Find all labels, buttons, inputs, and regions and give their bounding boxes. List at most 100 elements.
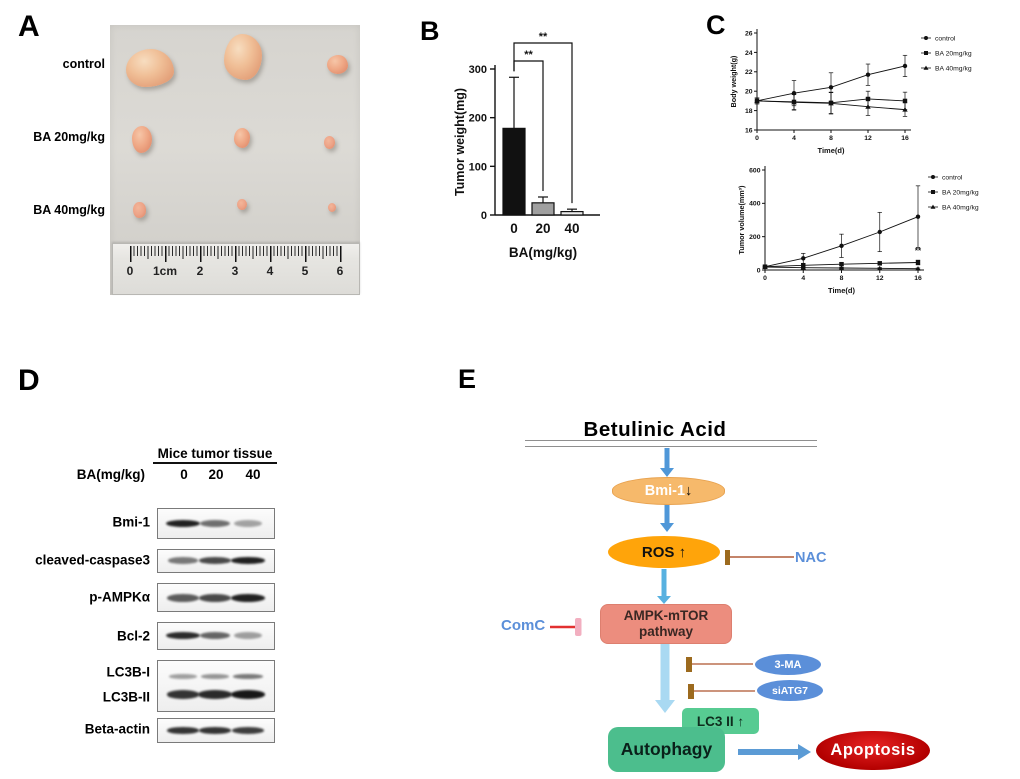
- data-point: [762, 264, 768, 269]
- blot-band: [231, 727, 265, 734]
- data-point: [931, 190, 935, 194]
- node-bmi1: Bmi-1 ↓: [612, 477, 725, 505]
- bar-20: [531, 202, 555, 216]
- bar-0: [502, 127, 526, 216]
- dose-value: 40: [245, 467, 261, 482]
- ruler-number: 6: [336, 264, 344, 278]
- data-point: [931, 175, 935, 179]
- data-point: [915, 266, 921, 271]
- blot-band: [198, 727, 232, 734]
- blot-band: [199, 557, 231, 564]
- tumor-image: [132, 126, 152, 153]
- chart-text: 16: [901, 135, 909, 142]
- panel-b-label: B: [420, 16, 440, 46]
- chart-text: 4: [792, 135, 796, 142]
- ruler-cm-ticks: [130, 246, 343, 262]
- tumor-image: [327, 55, 348, 74]
- chart-text: 16: [914, 275, 922, 282]
- blot-band: [198, 690, 232, 699]
- data-point: [902, 107, 908, 112]
- blot-band: [200, 674, 230, 679]
- data-point: [839, 243, 844, 249]
- data-point: [838, 265, 845, 270]
- node-comc: ComC: [501, 617, 546, 634]
- chart-text: 0: [757, 267, 761, 274]
- ruler-number: 0: [126, 264, 134, 278]
- blot-band: [231, 594, 265, 602]
- data-point: [877, 229, 882, 235]
- comc-inhibition-bar: [575, 618, 582, 636]
- chart-text: 4: [801, 275, 805, 282]
- chart-text: 300: [469, 64, 487, 76]
- blot-row-label: cleaved-caspase3: [35, 552, 150, 568]
- tumor-volume-line-chart: 0 200 400 600 0 4 8 12 16 Tumor volume(mm³) Time(d…: [737, 166, 979, 295]
- chart-text: 26: [745, 30, 753, 37]
- chart-text: 200: [749, 234, 761, 241]
- blot-row-label: LC3B-I: [106, 664, 151, 680]
- chart-text: 200: [469, 113, 487, 125]
- pathway-arrows: [550, 448, 811, 760]
- blot-box-LC3B-I: [157, 660, 275, 712]
- blot-band: [199, 594, 231, 602]
- chart-text: **: [539, 31, 548, 43]
- group-label-ba40: BA 40mg/kg: [33, 203, 105, 217]
- chart-text: 8: [829, 135, 833, 142]
- data-point: [877, 261, 882, 266]
- blot-band: [231, 690, 265, 699]
- 3ma-inhibition-bar: [686, 657, 692, 672]
- ruler-number: 4: [266, 264, 274, 278]
- chart-text: 0: [755, 135, 759, 142]
- panel-e-label: E: [458, 364, 477, 394]
- chart-text: 100: [469, 161, 487, 173]
- pathway-title: Betulinic Acid: [583, 418, 727, 441]
- ruler: 0 1cm 2 3 4 5 6: [112, 243, 360, 295]
- tumor-image: [237, 199, 247, 210]
- data-point: [800, 265, 806, 270]
- data-point: [915, 214, 921, 219]
- data-point: [865, 72, 871, 77]
- data-point: [902, 98, 908, 104]
- blot-band: [166, 520, 200, 527]
- chart-text: control: [935, 35, 956, 42]
- chart-text: 400: [749, 201, 761, 208]
- group-label-ba20: BA 20mg/kg: [33, 130, 105, 144]
- chart-text: 0: [481, 210, 487, 222]
- data-point: [877, 265, 883, 271]
- blot-row-label: Bcl-2: [116, 628, 150, 644]
- chart-text: BA 40mg/kg: [935, 65, 972, 72]
- blot-row-label: p-AMPKα: [89, 589, 150, 605]
- panel-c-label: C: [706, 10, 726, 40]
- node-bmi1-down-arrow: ↓: [685, 483, 693, 499]
- blot-box-cleaved-caspase3: [157, 549, 275, 573]
- data-point: [923, 65, 929, 70]
- chart-text: Tumor weight(mg): [453, 88, 467, 196]
- blot-band: [166, 690, 200, 699]
- chart-text: 20: [535, 221, 550, 236]
- chart-text: 600: [749, 167, 761, 174]
- blot-band: [166, 727, 200, 734]
- tumor-image: [224, 34, 262, 80]
- significance-bracket: [513, 42, 573, 204]
- data-point: [930, 204, 936, 209]
- ruler-number: 5: [301, 264, 309, 278]
- tumor-image: [126, 49, 174, 87]
- blot-band: [199, 632, 231, 639]
- node-autophagy: Autophagy: [608, 727, 725, 772]
- dose-value: 0: [180, 467, 188, 482]
- node-ros: ROS ↑: [608, 536, 720, 568]
- dose-value: 20: [208, 467, 224, 482]
- node-3ma: 3-MA: [755, 654, 821, 675]
- ruler-number: 3: [231, 264, 239, 278]
- tumor-image: [328, 203, 336, 212]
- chart-text: 20: [745, 89, 753, 96]
- ruler-numbers: 0 1cm 2 3 4 5 6: [113, 244, 359, 294]
- data-point: [791, 99, 797, 105]
- blot-band: [233, 674, 263, 679]
- blot-header: Mice tumor tissue: [153, 446, 277, 464]
- chart-text: BA(mg/kg): [509, 245, 577, 260]
- blot-band: [167, 594, 199, 602]
- bar-40: [560, 210, 584, 216]
- tumor-image: [324, 136, 335, 149]
